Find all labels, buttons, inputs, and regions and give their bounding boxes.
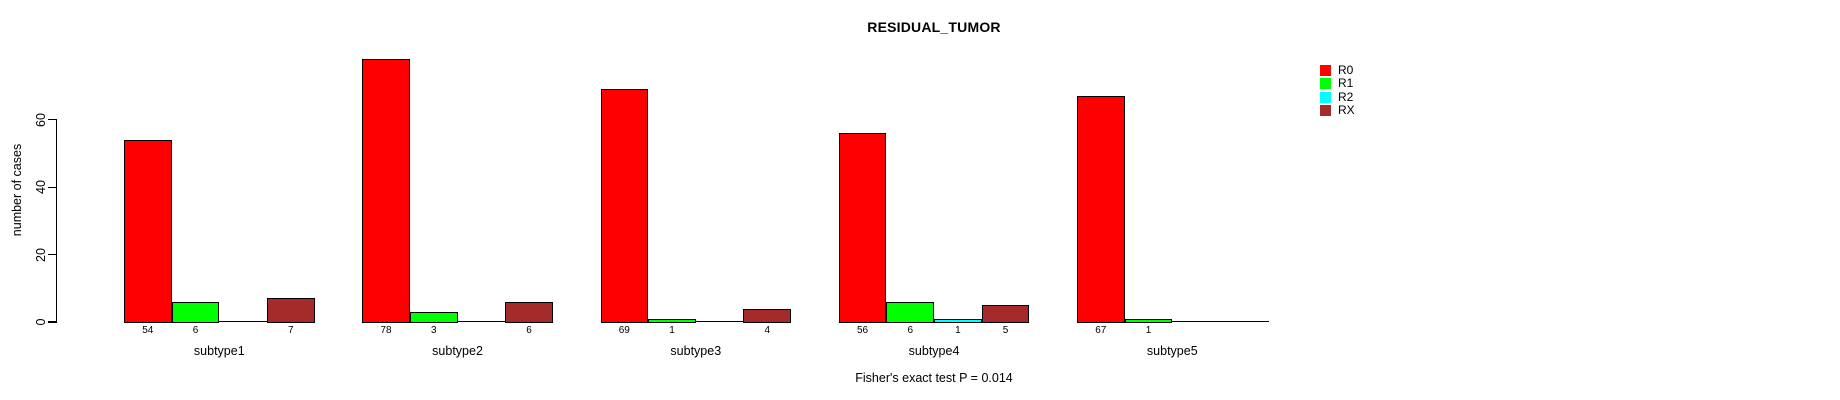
bar-value-label: 69: [618, 325, 630, 336]
y-tick-label: 60: [34, 112, 48, 127]
bar-R1-subtype4: [886, 301, 935, 324]
bar-value-label: 1: [955, 325, 961, 336]
bar-value-label: 5: [1002, 325, 1009, 336]
y-tick: [48, 186, 56, 188]
bar-value-label: 67: [1095, 325, 1107, 336]
legend-label-R1: R1: [1338, 76, 1354, 91]
legend-item-R2: R2: [1320, 89, 1355, 104]
zero-bar-R2-subtype3: [695, 320, 745, 322]
y-axis-title: number of cases: [10, 143, 24, 237]
bar-value-label: 56: [857, 325, 869, 336]
zero-bar-R2-subtype5: [1172, 320, 1222, 322]
bar-R0-subtype4: [838, 133, 887, 324]
chart-title: RESIDUAL_TUMOR: [867, 19, 1001, 35]
bar-R1-subtype3: [648, 318, 696, 324]
legend-item-R1: R1: [1320, 76, 1355, 91]
x-category-label: subtype5: [1146, 344, 1198, 358]
bar-value-label: 78: [380, 325, 392, 336]
y-tick-label: 0: [34, 318, 48, 326]
bar-R0-subtype1: [124, 140, 172, 324]
legend-swatch-R0: [1320, 65, 1331, 76]
bar-R2-subtype4: [934, 318, 982, 324]
bar-R0-subtype5: [1077, 96, 1125, 324]
legend-swatch-R2: [1320, 91, 1331, 103]
legend: R0 R1 R2 RX: [1320, 63, 1355, 119]
legend-swatch-R1: [1320, 78, 1331, 90]
bar-value-label: 54: [142, 325, 154, 336]
legend-swatch-RX: [1320, 105, 1331, 117]
bar-value-label: 4: [764, 325, 771, 336]
bar-value-label: 6: [192, 325, 199, 336]
bar-value-label: 3: [430, 325, 437, 336]
x-category-label: subtype1: [193, 344, 245, 358]
x-category-label: subtype3: [670, 344, 722, 358]
bar-value-label: 1: [669, 325, 675, 336]
y-axis-line: [55, 119, 57, 323]
bar-RX-subtype3: [743, 308, 792, 324]
zero-bar-R2-subtype1: [219, 320, 269, 322]
bar-value-label: 1: [1145, 325, 1152, 336]
x-category-label: subtype4: [908, 344, 960, 358]
bar-value-label: 6: [907, 325, 913, 336]
bar-RX-subtype2: [505, 301, 553, 324]
legend-label-R2: R2: [1338, 89, 1354, 104]
legend-label-RX: RX: [1338, 103, 1355, 118]
legend-label-R0: R0: [1338, 63, 1354, 77]
bar-value-label: 7: [287, 325, 294, 336]
bar-R0-subtype3: [600, 89, 649, 324]
y-tick-label: 40: [34, 180, 48, 195]
y-tick-label: 20: [34, 247, 48, 262]
legend-item-RX: RX: [1320, 103, 1355, 118]
zero-bar-RX-subtype5: [1219, 320, 1269, 322]
bar-RX-subtype4: [981, 305, 1030, 324]
bar-value-label: 6: [526, 325, 532, 336]
bar-R0-subtype2: [362, 59, 410, 324]
bar-RX-subtype1: [266, 298, 315, 324]
y-tick: [48, 254, 56, 256]
zero-bar-R2-subtype2: [457, 320, 507, 322]
bar-R1-subtype1: [171, 301, 220, 324]
bar-R1-subtype2: [409, 311, 458, 324]
y-tick: [48, 119, 56, 121]
legend-item-R0: R0: [1320, 63, 1355, 77]
y-tick: [48, 321, 56, 323]
x-category-label: subtype2: [432, 344, 483, 358]
bar-R1-subtype5: [1124, 318, 1173, 324]
fisher-test-annotation: Fisher's exact test P = 0.014: [855, 371, 1013, 385]
